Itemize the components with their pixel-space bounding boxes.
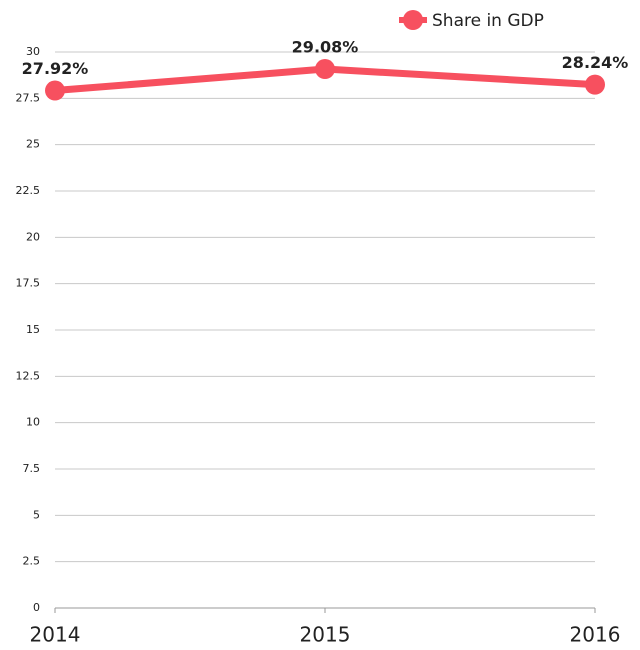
y-tick-label: 0 <box>33 601 40 614</box>
y-tick-label: 12.5 <box>16 369 41 382</box>
legend-marker <box>403 10 423 30</box>
data-label: 27.92% <box>22 59 89 78</box>
y-tick-label: 20 <box>26 230 40 243</box>
x-tick-label: 2014 <box>30 623 81 647</box>
y-tick-label: 10 <box>26 416 40 429</box>
data-point <box>315 59 335 80</box>
data-label: 28.24% <box>562 53 629 72</box>
legend-label: Share in GDP <box>432 11 544 31</box>
x-tick-label: 2015 <box>300 623 351 647</box>
y-tick-label: 7.5 <box>23 462 41 475</box>
data-point <box>45 80 65 101</box>
y-tick-label: 27.5 <box>16 91 41 104</box>
y-tick-label: 22.5 <box>16 184 41 197</box>
y-tick-label: 30 <box>26 45 40 58</box>
y-tick-label: 15 <box>26 323 40 336</box>
y-tick-label: 2.5 <box>23 555 41 568</box>
x-tick-label: 2016 <box>570 623 621 647</box>
data-point <box>585 74 605 95</box>
y-tick-label: 25 <box>26 138 40 151</box>
data-label: 29.08% <box>292 38 359 57</box>
y-tick-label: 5 <box>33 508 40 521</box>
y-tick-label: 17.5 <box>16 277 41 290</box>
